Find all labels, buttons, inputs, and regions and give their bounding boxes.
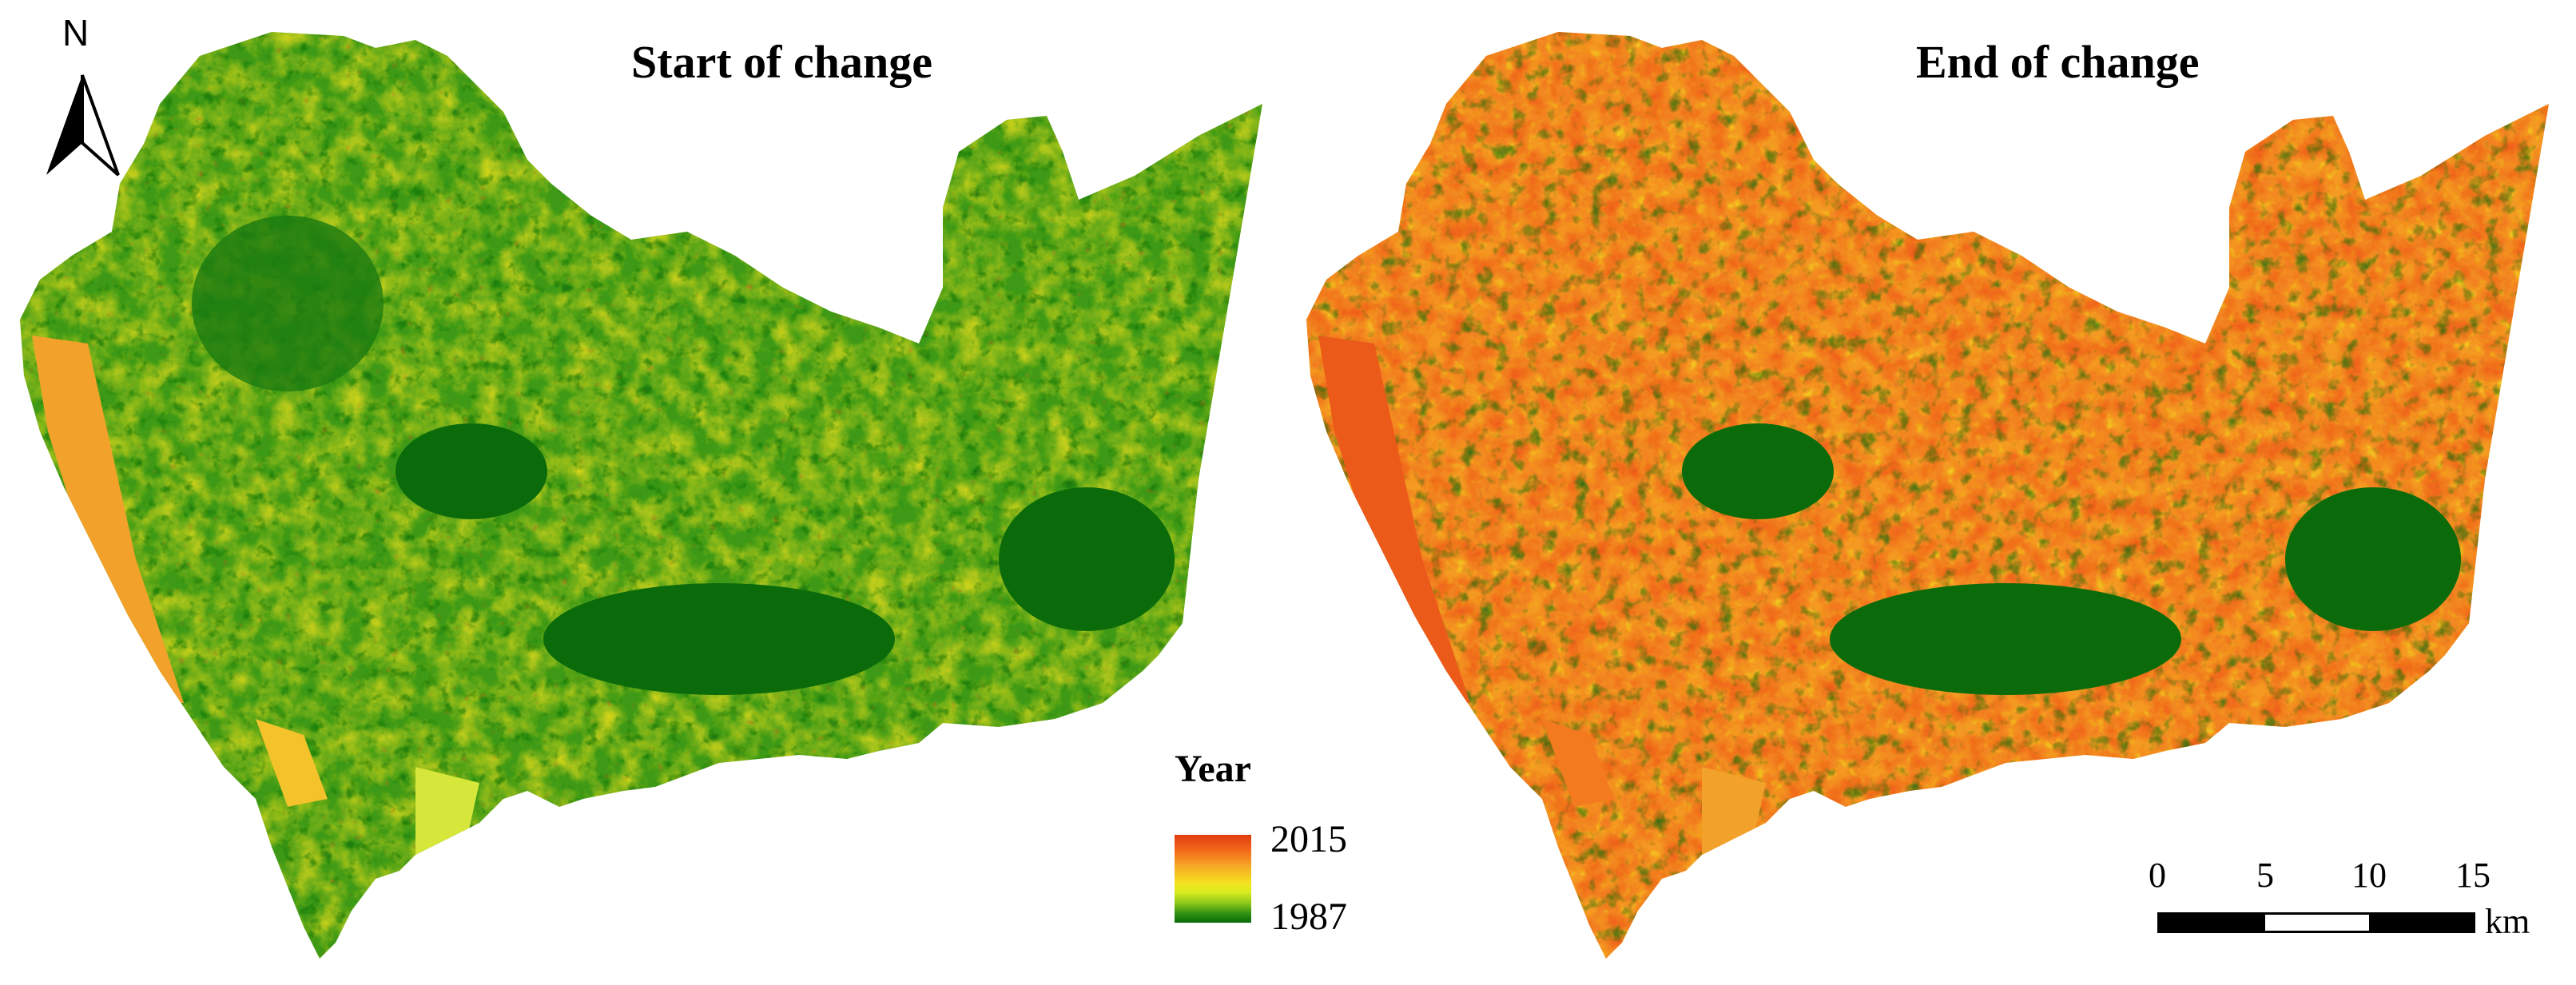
north-label: N	[62, 12, 89, 54]
scale-segment-black	[2157, 912, 2265, 933]
panel-title-start: Start of change	[631, 36, 932, 88]
legend-title: Year	[1175, 748, 1251, 790]
scale-unit: km	[2485, 902, 2530, 941]
legend-color-ramp	[1175, 835, 1251, 923]
map-end-of-change	[1306, 32, 2549, 959]
scale-segment-white	[2263, 912, 2371, 933]
north-arrow: N	[38, 11, 126, 179]
north-arrow-icon	[46, 74, 120, 177]
scale-tick-label: 5	[2256, 856, 2274, 895]
legend: Year 2015 1987	[1151, 747, 1390, 947]
legend-min-label: 1987	[1270, 896, 1347, 938]
map-start-of-change	[20, 32, 1262, 959]
scale-segment-black	[2369, 912, 2475, 933]
scale-bar: 0 5 10 15 km	[2149, 855, 2565, 951]
panel-title-end: End of change	[1916, 36, 2200, 88]
legend-max-label: 2015	[1270, 818, 1347, 860]
scale-tick-label: 10	[2351, 856, 2387, 895]
scale-tick-label: 15	[2455, 856, 2491, 895]
scale-tick-label: 0	[2149, 856, 2166, 895]
